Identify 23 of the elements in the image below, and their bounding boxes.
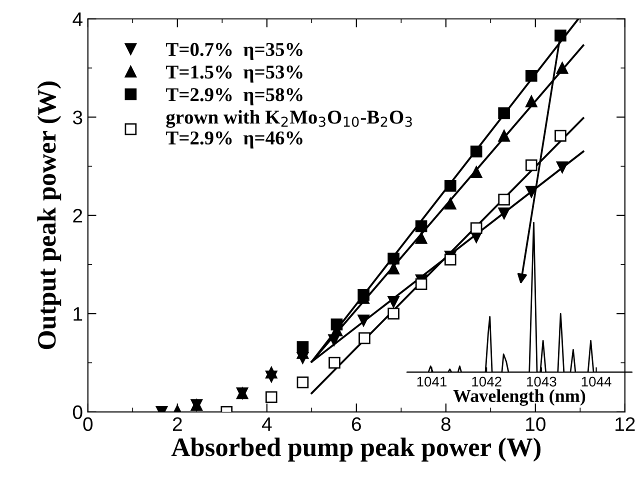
legend-label: T=1.5% η=53% [166, 66, 302, 83]
x-tick-label: 0 [83, 417, 93, 432]
x-tick-label: 6 [352, 417, 361, 432]
x-tick-label: 1043 [527, 376, 556, 387]
x-tick-label: 1042 [472, 376, 502, 387]
x-tick-label: 1041 [417, 376, 446, 387]
y-axis-title: Output peak power (W) [37, 82, 62, 350]
y-tick-label: 0 [72, 405, 82, 420]
x-axis-title: Wavelength (nm) [453, 389, 586, 406]
y-tick-label: 1 [74, 307, 82, 321]
x-tick-label: 12 [616, 417, 635, 431]
legend-label: T=2.9% η=58% [166, 88, 302, 106]
x-tick-label: 8 [441, 417, 450, 432]
legend-label: T=0.7% η=35% [166, 42, 302, 60]
text: grown with K$_{2}$Mo$_{3}$O$_{10}$-B$_{2}$O$_{3}$ T=2.9% η=46% [166, 110, 412, 148]
x-tick-label: 4 [262, 417, 272, 431]
y-tick-label: 3 [72, 110, 82, 124]
x-axis-title: Absorbed pump peak power (W) [171, 438, 540, 462]
x-tick-label: 10 [526, 417, 546, 432]
y-tick-label: 4 [72, 12, 82, 26]
x-tick-label: 2 [172, 417, 182, 431]
x-tick-label: 1044 [582, 376, 612, 387]
y-tick-label: 2 [73, 208, 82, 222]
